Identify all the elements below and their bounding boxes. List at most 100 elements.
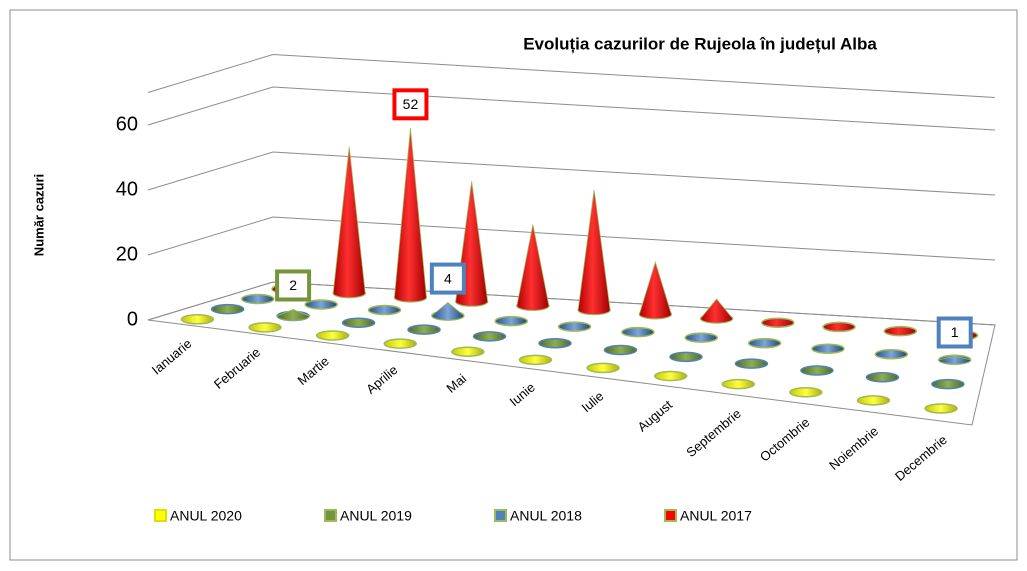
cone: [315, 330, 350, 341]
cone-base: [669, 351, 703, 363]
y-tick-label: 60: [116, 113, 138, 135]
cone: [789, 386, 823, 398]
cone-base: [304, 299, 338, 310]
cone-base: [874, 348, 909, 360]
cone-body: [577, 189, 611, 315]
cone: [761, 317, 795, 328]
cone-base: [586, 362, 620, 374]
y-tick-label: 20: [116, 243, 138, 265]
cone: [210, 303, 245, 315]
cone-base: [494, 315, 528, 327]
cone: [494, 315, 528, 327]
cone: [811, 343, 845, 354]
cone-base: [747, 337, 782, 349]
cone-base: [621, 326, 655, 338]
cone-base: [557, 321, 592, 332]
cone: [699, 298, 734, 324]
cone-base: [721, 378, 756, 390]
cone-base: [451, 346, 485, 357]
y-tick-label: 40: [116, 178, 138, 200]
cone: [304, 299, 338, 310]
cone: [874, 348, 909, 360]
cone-base: [538, 337, 572, 349]
cone: [577, 189, 611, 316]
legend-label: ANUL 2019: [340, 508, 412, 524]
legend-label: ANUL 2017: [680, 508, 752, 524]
cone-base: [734, 358, 769, 369]
cone-base: [684, 332, 719, 343]
cone-body: [938, 356, 972, 365]
cone-base: [822, 321, 856, 333]
cone-base: [653, 370, 688, 382]
legend-swatch: [494, 509, 507, 522]
cone-base: [789, 386, 823, 398]
data-label-box: [429, 262, 466, 295]
cone: [883, 325, 918, 337]
cone: [276, 309, 310, 322]
grid-line: [147, 86, 996, 131]
cone: [653, 370, 688, 382]
cone: [516, 224, 550, 312]
cone: [638, 260, 673, 320]
cone-base: [924, 403, 958, 414]
cone: [800, 365, 834, 376]
data-label: 1: [951, 324, 959, 340]
cone-base: [367, 304, 402, 316]
cone: [518, 354, 553, 366]
cone: [822, 321, 856, 333]
cone: [393, 128, 428, 303]
cone-base: [883, 325, 918, 337]
cone: [538, 337, 572, 349]
cone-base: [603, 344, 638, 356]
cone-body: [638, 260, 672, 320]
cone-body: [276, 309, 310, 321]
cone: [856, 395, 891, 406]
cone-body: [394, 128, 427, 303]
cone: [367, 304, 402, 316]
cone-base: [811, 343, 845, 354]
legend-swatch: [324, 509, 337, 522]
grid-line: [147, 151, 996, 196]
grid-line: [147, 281, 996, 326]
cone: [586, 362, 620, 374]
chart-border: [9, 9, 1018, 561]
cone: [621, 326, 655, 338]
cone-base: [341, 317, 376, 329]
cone: [684, 332, 719, 343]
legend-label: ANUL 2020: [170, 508, 242, 524]
cone-base: [241, 293, 275, 305]
cone: [332, 146, 366, 299]
wall-top: [147, 53, 996, 98]
cone-body: [516, 224, 550, 311]
cone-base: [931, 378, 965, 390]
cone: [747, 337, 782, 349]
cone: [937, 354, 972, 365]
cone-base: [180, 314, 215, 325]
cone: [341, 317, 376, 329]
cone-base: [248, 322, 282, 333]
cone-body: [332, 146, 366, 298]
cone: [721, 378, 756, 390]
chart-title: Evoluția cazurilor de Rujeola în județul…: [523, 34, 877, 53]
data-label: 2: [289, 277, 297, 293]
data-label: 4: [444, 270, 452, 286]
data-label-box: [936, 316, 973, 349]
cone: [241, 293, 275, 305]
cone-base: [518, 354, 553, 366]
grid-line: [147, 216, 996, 261]
cone: [451, 346, 485, 357]
cone: [180, 314, 215, 325]
cone-base: [865, 372, 900, 383]
cone: [603, 344, 638, 356]
data-label-box: [275, 269, 312, 302]
cone-base: [856, 395, 891, 406]
cone-base: [472, 331, 507, 342]
cone: [924, 403, 958, 414]
cone: [383, 338, 417, 349]
legend-label: ANUL 2018: [510, 508, 582, 524]
cone-body: [431, 302, 465, 321]
cone: [472, 331, 507, 342]
data-label: 52: [403, 96, 419, 112]
cone-base: [315, 330, 350, 341]
